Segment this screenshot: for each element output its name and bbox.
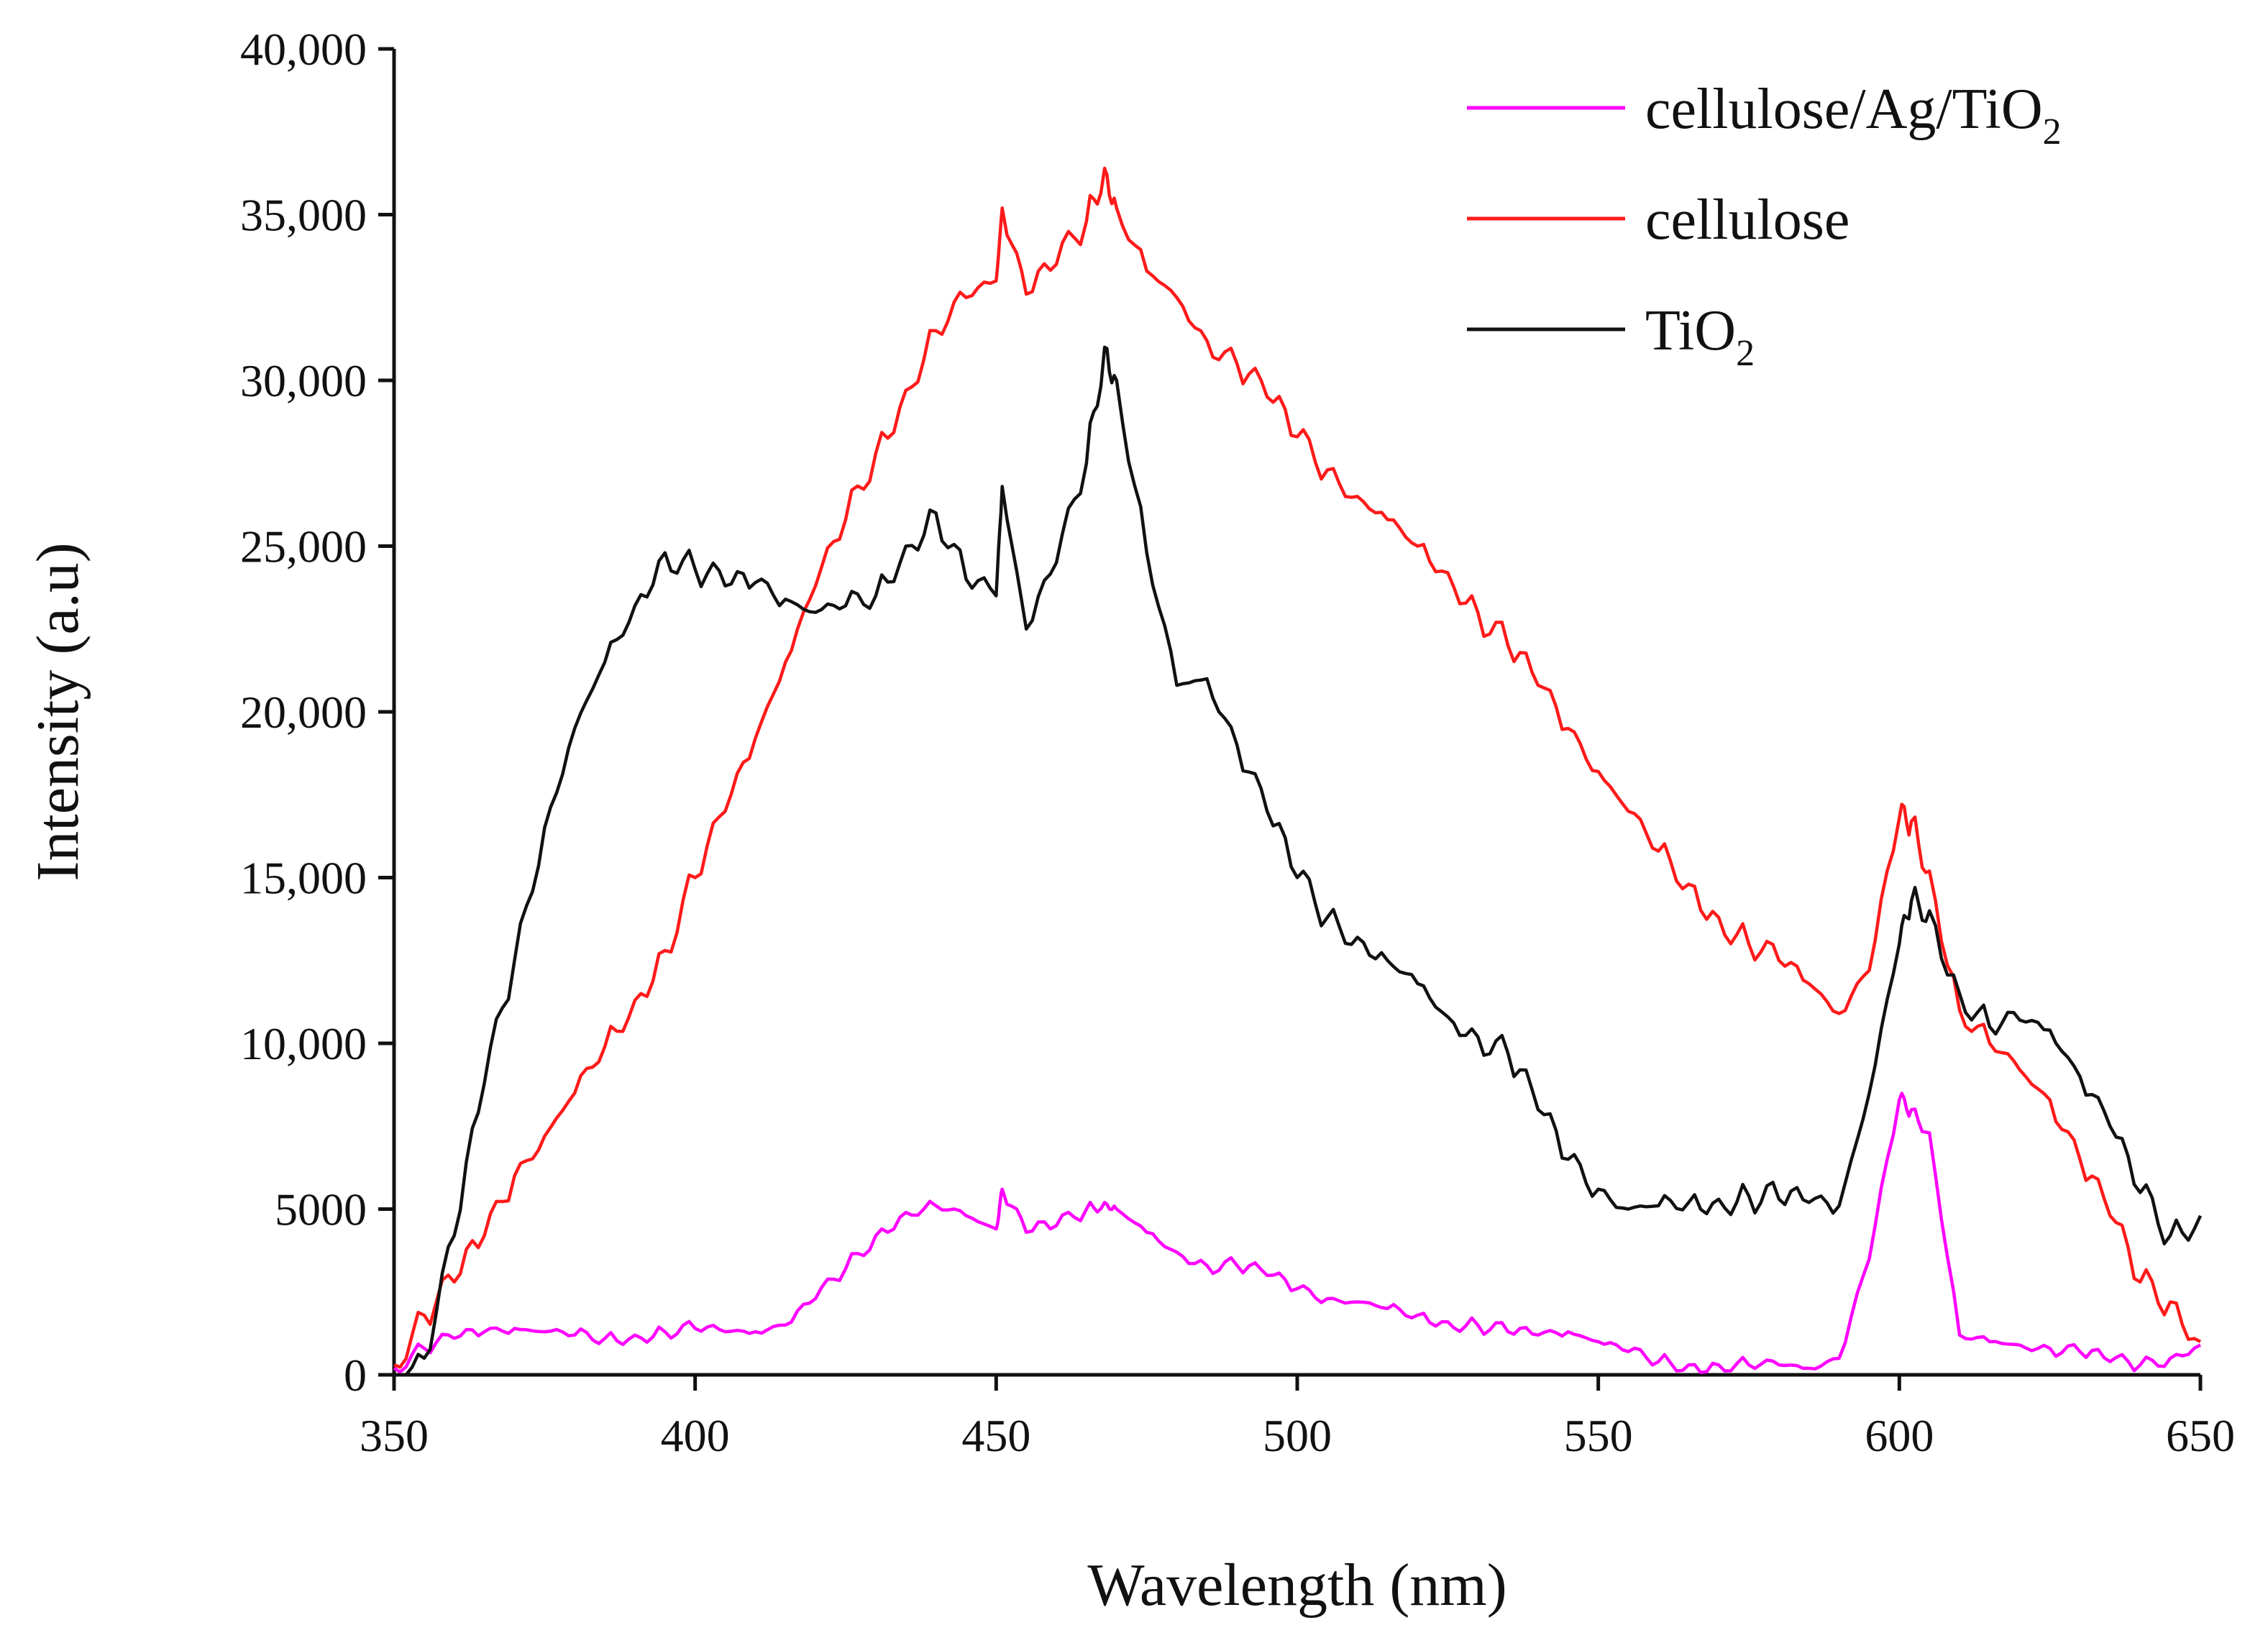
y-tick-label: 10,000 [240,1018,367,1069]
series-line-1 [393,166,2202,1369]
x-tick-label: 600 [1865,1410,1934,1461]
x-axis-title: Wavelength (nm) [1087,1552,1506,1619]
legend-label: cellulose [1645,188,1849,252]
y-tick-label: 20,000 [240,687,367,738]
y-tick-label: 35,000 [240,190,367,241]
y-tick-label: 40,000 [240,24,367,75]
legend-label-main: cellulose/Ag/TiO [1645,78,2043,141]
series-group [393,166,2203,1377]
legend-label-main: TiO [1645,299,1736,362]
y-tick-label: 15,000 [240,853,367,904]
x-tick-label: 350 [360,1410,429,1461]
x-tick-label: 500 [1263,1410,1332,1461]
x-tick-label: 400 [661,1410,730,1461]
x-tick-label: 650 [2166,1410,2235,1461]
series-line-0 [393,1092,2202,1374]
legend-label-subscript: 2 [2043,111,2062,152]
x-tick-label: 450 [961,1410,1030,1461]
legend-label: cellulose/Ag/TiO2 [1645,78,2062,152]
y-tick-label: 30,000 [240,355,367,406]
legend-label: TiO2 [1645,299,1755,374]
y-tick-label: 25,000 [240,521,367,572]
series-line-2 [394,345,2203,1377]
y-tick-label: 5000 [275,1184,367,1235]
y-tick-label: 0 [344,1350,367,1401]
x-ticks: 350 400 450 500 550 600 650 [360,1375,2235,1461]
legend-label-subscript: 2 [1736,333,1755,374]
y-ticks: 0 5000 10,000 15,000 20,000 25,000 30,000 35,00… [240,24,394,1401]
legend-label-main: cellulose [1645,188,1849,252]
y-axis-title: Intensity (a.u) [24,542,91,881]
x-tick-label: 550 [1564,1410,1633,1461]
